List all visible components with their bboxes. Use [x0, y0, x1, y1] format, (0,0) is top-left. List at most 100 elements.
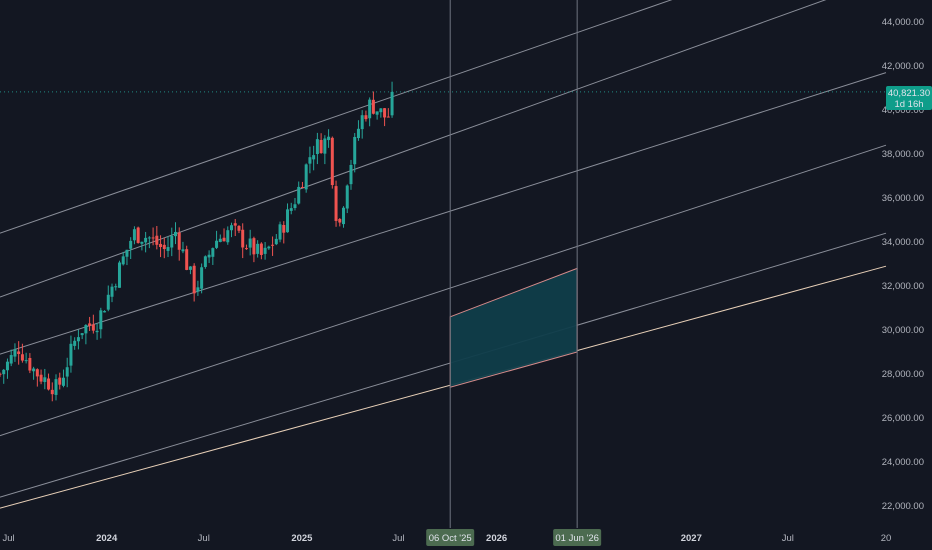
candle-body[interactable] — [132, 229, 136, 241]
candle-body[interactable] — [5, 361, 9, 371]
candle-body[interactable] — [282, 224, 286, 233]
candle-body[interactable] — [39, 374, 43, 382]
candle-body[interactable] — [263, 247, 267, 254]
candle-body[interactable] — [43, 377, 47, 383]
candle-body[interactable] — [319, 139, 323, 154]
channel-line[interactable] — [0, 265, 887, 509]
candle-body[interactable] — [80, 333, 84, 336]
candle-body[interactable] — [360, 115, 364, 130]
candle-body[interactable] — [159, 243, 163, 248]
candle-body[interactable] — [330, 137, 334, 186]
candle-body[interactable] — [356, 128, 360, 139]
candle-body[interactable] — [50, 389, 54, 395]
price-axis[interactable]: 22,000.00 24,000.00 26,000.00 28,000.00 30,0… — [882, 17, 924, 512]
candle-body[interactable] — [375, 111, 379, 115]
candle-body[interactable] — [151, 237, 155, 239]
candle-body[interactable] — [241, 229, 245, 248]
candle-body[interactable] — [278, 224, 282, 240]
candle-body[interactable] — [218, 238, 222, 242]
candle-body[interactable] — [207, 254, 211, 258]
candle-body[interactable] — [211, 248, 215, 257]
candle-body[interactable] — [9, 355, 13, 364]
candle-body[interactable] — [140, 241, 144, 244]
candle-body[interactable] — [386, 116, 390, 118]
candle-body[interactable] — [297, 186, 301, 204]
candle-body[interactable] — [256, 243, 260, 254]
candle-body[interactable] — [188, 266, 192, 270]
candle-body[interactable] — [371, 99, 375, 114]
candle-body[interactable] — [274, 238, 278, 245]
candle-body[interactable] — [95, 330, 99, 333]
candle-body[interactable] — [0, 373, 2, 375]
candle-body[interactable] — [349, 164, 353, 185]
candle-body[interactable] — [308, 157, 312, 164]
candle-body[interactable] — [103, 311, 107, 313]
candle-body[interactable] — [61, 377, 65, 386]
candle-body[interactable] — [121, 256, 125, 265]
candle-body[interactable] — [252, 238, 256, 255]
candle-body[interactable] — [54, 379, 58, 395]
candle-body[interactable] — [286, 209, 290, 233]
candle-body[interactable] — [173, 231, 177, 237]
candle-body[interactable] — [166, 247, 170, 251]
candle-body[interactable] — [271, 244, 275, 246]
candle-body[interactable] — [192, 265, 196, 294]
candle-body[interactable] — [345, 185, 349, 209]
candle-body[interactable] — [24, 360, 28, 362]
candle-body[interactable] — [230, 225, 234, 231]
time-axis[interactable]: Jul 2024 Jul 2025 Jul 2026 2027 Jul 20 — [2, 533, 891, 544]
vertical-date-lines[interactable] — [449, 0, 578, 528]
candle-body[interactable] — [106, 294, 110, 310]
candle-body[interactable] — [338, 219, 342, 223]
candle-body[interactable] — [35, 369, 39, 377]
candle-body[interactable] — [84, 325, 88, 334]
candle-body[interactable] — [170, 235, 174, 248]
candle-body[interactable] — [32, 368, 36, 372]
candle-body[interactable] — [136, 227, 140, 243]
candle-body[interactable] — [2, 369, 6, 375]
candle-body[interactable] — [117, 262, 121, 288]
candle-body[interactable] — [28, 357, 32, 371]
candle-body[interactable] — [69, 343, 73, 366]
candle-body[interactable] — [323, 138, 327, 154]
candle-body[interactable] — [289, 208, 293, 211]
candle-body[interactable] — [334, 186, 338, 221]
candle-body[interactable] — [315, 139, 319, 155]
candle-body[interactable] — [293, 204, 297, 209]
candle-body[interactable] — [342, 207, 346, 225]
channel-line[interactable] — [0, 232, 887, 498]
candle-body[interactable] — [177, 232, 181, 250]
candle-body[interactable] — [364, 115, 368, 120]
candle-body[interactable] — [47, 378, 51, 390]
candle-body[interactable] — [110, 286, 114, 297]
candle-body[interactable] — [304, 164, 308, 190]
candle-body[interactable] — [203, 256, 207, 267]
candle-body[interactable] — [226, 230, 230, 243]
channel-line[interactable] — [0, 0, 886, 298]
candle-body[interactable] — [147, 237, 151, 239]
candle-body[interactable] — [383, 108, 387, 118]
candle-body[interactable] — [58, 377, 62, 385]
candle-body[interactable] — [162, 244, 166, 250]
candle-body[interactable] — [144, 237, 148, 243]
candle-body[interactable] — [129, 240, 133, 249]
channel-line[interactable] — [0, 144, 887, 437]
candle-body[interactable] — [17, 351, 21, 355]
channel-line[interactable] — [0, 72, 887, 355]
candle-body[interactable] — [20, 354, 24, 361]
candle-body[interactable] — [185, 249, 189, 270]
candle-body[interactable] — [300, 186, 304, 188]
candle-body[interactable] — [259, 243, 263, 255]
candle-body[interactable] — [248, 238, 252, 248]
candle-body[interactable] — [13, 349, 17, 357]
candle-body[interactable] — [233, 223, 237, 226]
candle-body[interactable] — [353, 136, 357, 165]
candle-body[interactable] — [65, 367, 69, 377]
candle-body[interactable] — [368, 99, 372, 119]
candle-body[interactable] — [76, 337, 80, 342]
candle-body[interactable] — [125, 249, 129, 257]
channel-line[interactable] — [0, 0, 886, 234]
candle-body[interactable] — [267, 246, 271, 249]
candle-body[interactable] — [237, 225, 241, 231]
